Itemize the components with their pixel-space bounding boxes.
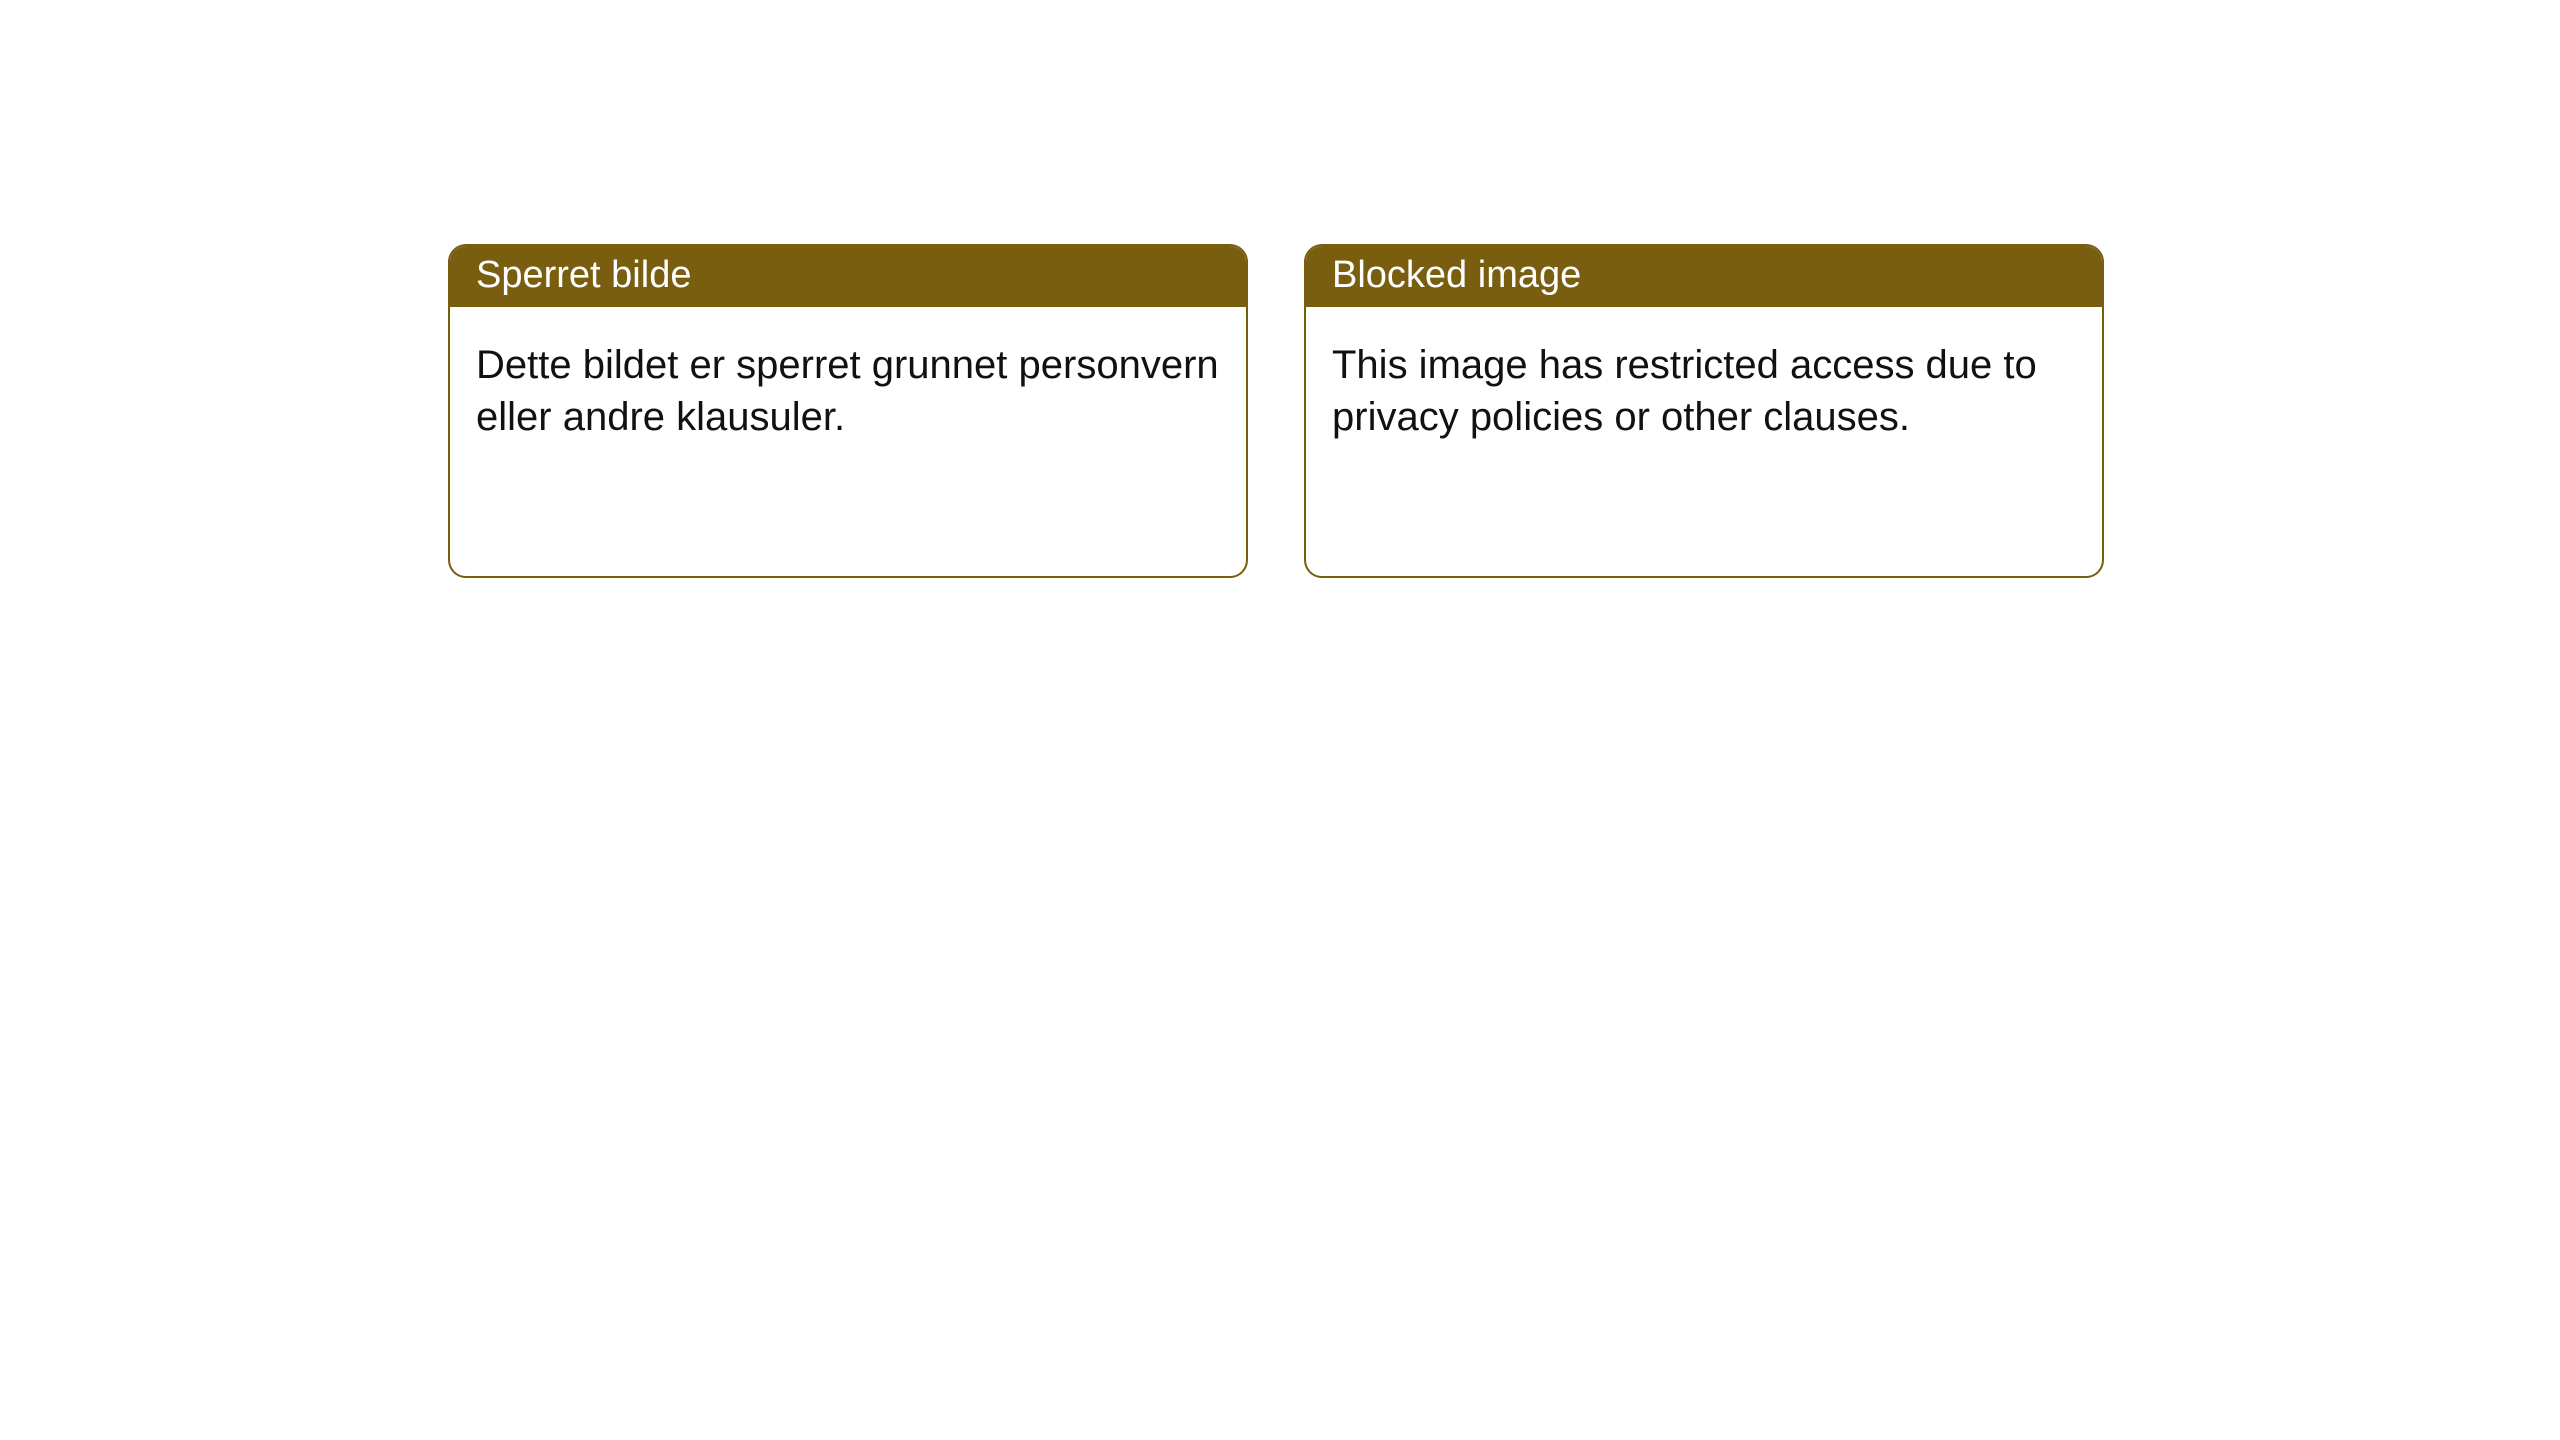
notice-card-norwegian: Sperret bilde Dette bildet er sperret gr… — [448, 244, 1248, 578]
notice-card-english: Blocked image This image has restricted … — [1304, 244, 2104, 578]
notice-container: Sperret bilde Dette bildet er sperret gr… — [0, 0, 2560, 578]
card-body: This image has restricted access due to … — [1306, 307, 2102, 475]
card-header: Sperret bilde — [450, 246, 1246, 307]
card-body: Dette bildet er sperret grunnet personve… — [450, 307, 1246, 475]
card-header: Blocked image — [1306, 246, 2102, 307]
